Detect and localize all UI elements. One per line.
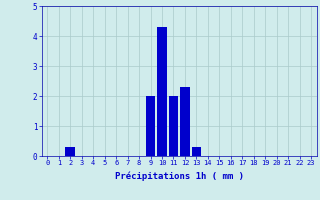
Bar	[192, 147, 201, 156]
Bar	[65, 147, 75, 156]
Bar	[146, 96, 156, 156]
Bar	[169, 96, 178, 156]
X-axis label: Précipitations 1h ( mm ): Précipitations 1h ( mm )	[115, 172, 244, 181]
Bar	[157, 27, 167, 156]
Bar	[180, 87, 190, 156]
